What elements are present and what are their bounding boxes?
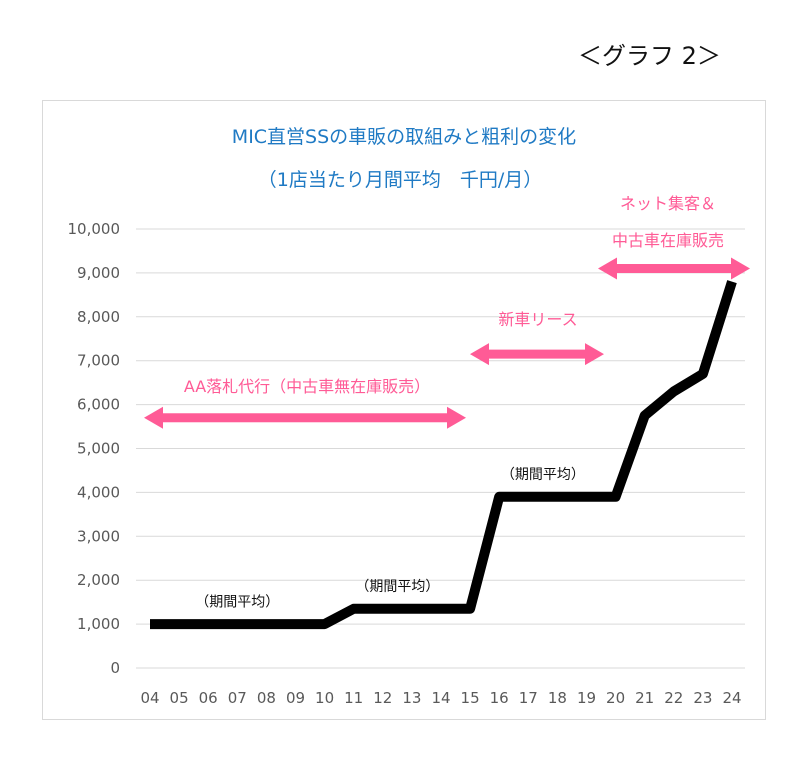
y-tick-label: 7,000 [77,352,120,370]
arrow-head-right [447,406,466,429]
x-axis-ticks: 04 05 06 07 08 09 10 11 12 13 14 15 16 17 18 19 20 21 22 23… [140,689,741,707]
arrow-head-left [470,343,489,366]
x-tick-label: 13 [402,689,421,707]
annotation-label: 新車リース [498,310,577,329]
y-tick-label: 8,000 [77,308,120,326]
x-tick-label: 10 [315,689,334,707]
x-tick-label: 22 [664,689,683,707]
series-layer [150,280,737,630]
x-tick-label: 14 [431,689,450,707]
period-average-labels: （期間平均） （期間平均） （期間平均） [195,467,585,610]
x-tick-label: 16 [490,689,509,707]
x-tick-label: 21 [635,689,654,707]
x-tick-label: 11 [344,689,363,707]
x-tick-label: 19 [577,689,596,707]
annotation-label: ネット集客＆ [620,194,716,213]
x-tick-label: 24 [722,689,741,707]
x-tick-label: 07 [228,689,247,707]
arrow-head-right [731,257,750,280]
y-tick-label: 2,000 [77,571,120,589]
period-annotations: AA落札代行（中古車無在庫販売） 新車リース ネット集客＆ 中古車在庫販売 [144,194,750,429]
x-tick-label: 04 [140,689,159,707]
arrow-shaft [489,349,585,359]
period-average-label: （期間平均） [355,579,439,595]
arrow-shaft [163,413,447,423]
arrow-shaft [617,264,731,274]
x-tick-label: 15 [461,689,480,707]
y-tick-label: 4,000 [77,483,120,501]
chart-subtitle: （1店当たり月間平均 千円/月） [258,169,543,191]
x-tick-label: 20 [606,689,625,707]
y-tick-label: 0 [110,659,120,677]
period-average-label: （期間平均） [195,594,279,610]
annotation-label: AA落札代行（中古車無在庫販売） [184,377,430,396]
x-tick-label: 12 [373,689,392,707]
y-tick-label: 3,000 [77,527,120,545]
y-tick-label: 10,000 [68,220,121,238]
x-tick-label: 18 [548,689,567,707]
double-arrow [470,343,604,366]
chart-title: MIC直営SSの車販の取組みと粗利の変化 [232,126,576,148]
arrow-head-left [144,406,163,429]
x-tick-label: 05 [170,689,189,707]
x-tick-label: 08 [257,689,276,707]
series-line [150,280,737,630]
double-arrow [598,257,750,280]
x-tick-label: 09 [286,689,305,707]
y-axis-ticks: 0 1,000 2,000 3,000 4,000 5,000 6,000 7,000 8,00… [68,220,121,677]
arrow-head-right [585,343,604,366]
graph-number-label: ＜グラフ 2＞ [578,42,721,70]
x-tick-label: 17 [519,689,538,707]
chart-frame [42,100,766,720]
x-tick-label: 23 [693,689,712,707]
period-average-label: （期間平均） [501,467,585,483]
annotation-label: 中古車在庫販売 [612,231,724,250]
double-arrow [144,406,466,429]
y-tick-label: 9,000 [77,264,120,282]
y-tick-label: 5,000 [77,440,120,458]
x-tick-label: 06 [199,689,218,707]
y-tick-label: 6,000 [77,396,120,414]
y-tick-label: 1,000 [77,615,120,633]
arrow-head-left [598,257,617,280]
